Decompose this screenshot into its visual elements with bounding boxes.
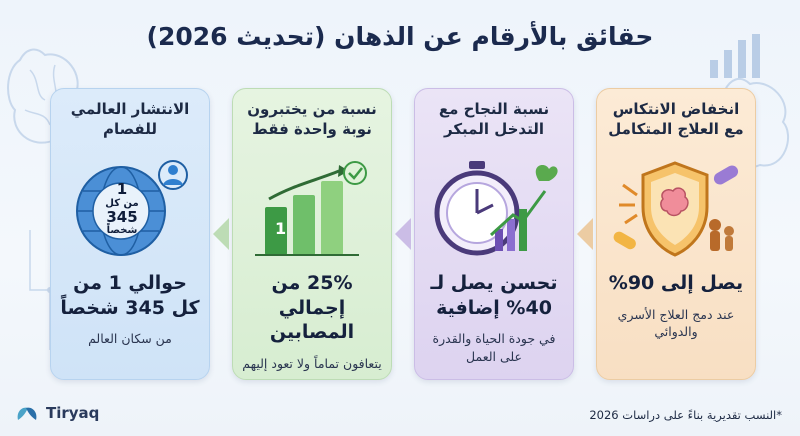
card-global-prevalence: الانتشار العالمي للفصام 1 من كل 345 شخصا… (50, 88, 210, 380)
card-stat: تحسن يصل لـ 40% إضافية (430, 272, 558, 319)
globe-illustration: 1 من كل 345 شخصاً (59, 155, 201, 263)
card-stat: حوالي 1 من كل 345 شخصاً (60, 272, 200, 319)
tiryaq-logo-icon (17, 407, 37, 420)
card-stat: يصل إلى 90% (608, 272, 744, 294)
card-subtext: عند دمج العلاج الأسري والدوائي (617, 306, 735, 340)
shield-brain-illustration (605, 155, 747, 263)
arrow-left-icon (395, 218, 411, 250)
stopwatch-illustration (423, 155, 565, 263)
card-heading: الانتشار العالمي للفصام (70, 100, 190, 139)
card-subtext: في جودة الحياة والقدرة على العمل (432, 331, 556, 364)
card-heading: انخفاض الانتكاس مع العلاج المتكامل (608, 100, 744, 139)
card-relapse-reduction: انخفاض الانتكاس مع العلاج المتكامل يصل إ… (596, 88, 756, 380)
card-heading: نسبة من يختبرون نوبة واحدة فقط (247, 100, 377, 139)
globe-icon (76, 160, 188, 256)
brand-logo: Tiryaq (14, 402, 99, 424)
badge-number-345: 345 (106, 207, 138, 226)
card-single-episode: نسبة من يختبرون نوبة واحدة فقط 1 25% من … (232, 88, 392, 380)
card-early-intervention: نسبة النجاح مع التدخل المبكر تحسن يصل لـ… (414, 88, 574, 380)
arrow-left-icon (577, 218, 593, 250)
card-subtext: يتعافون تماماً ولا تعود إليهم (242, 356, 382, 372)
card-stat: 25% من إجمالي المصابين (269, 272, 355, 344)
card-subtext: من سكان العالم (88, 331, 172, 347)
footnote: *النسب تقديرية بناءً على دراسات 2026 (589, 408, 782, 422)
card-heading: نسبة النجاح مع التدخل المبكر (438, 100, 550, 139)
bar-chart-decoration (710, 34, 760, 78)
shield-brain-icon (613, 161, 739, 257)
stopwatch-icon (434, 161, 558, 256)
bar-growth-illustration: 1 (241, 155, 383, 263)
brand-name: Tiryaq (46, 404, 100, 422)
arrow-left-icon (213, 218, 229, 250)
badge-persons: شخصاً (106, 225, 138, 236)
bar-growth-icon (255, 161, 367, 256)
page-title: حقائق بالأرقام عن الذهان (تحديث 2026) (146, 22, 654, 51)
badge-number-one: 1 (116, 180, 128, 198)
bar-label-one: 1 (275, 219, 287, 238)
badge-from-each: من كل (105, 197, 139, 209)
